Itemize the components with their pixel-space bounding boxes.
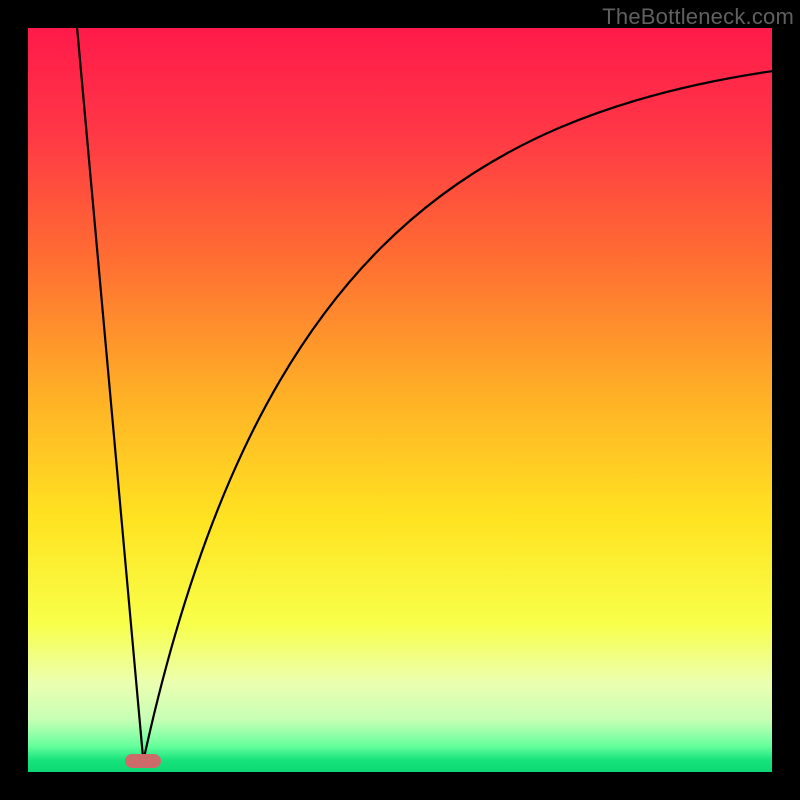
plot-area bbox=[28, 28, 772, 772]
bottleneck-curve bbox=[28, 28, 772, 772]
optimal-point-marker bbox=[125, 754, 161, 767]
attribution-watermark: TheBottleneck.com bbox=[602, 4, 794, 30]
chart-frame: TheBottleneck.com bbox=[0, 0, 800, 800]
